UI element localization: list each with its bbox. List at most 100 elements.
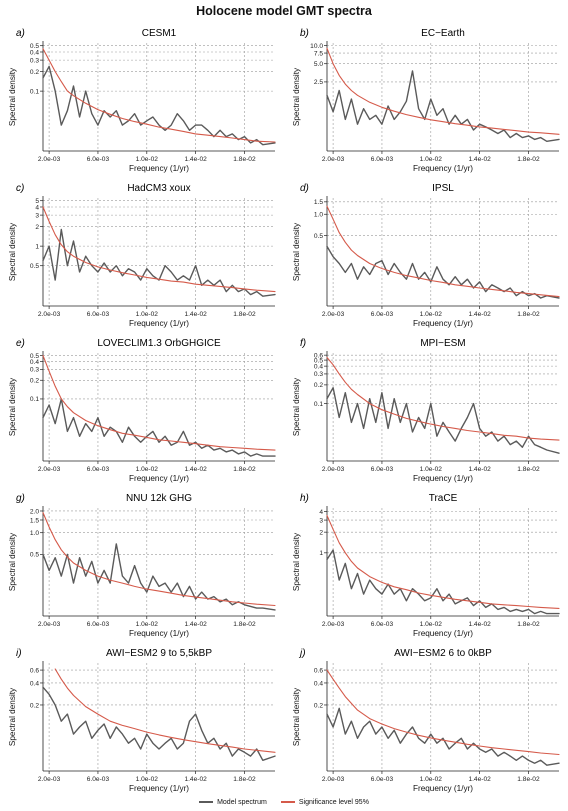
x-tick-label: 1.0e-02 <box>136 776 159 783</box>
y-axis-label: Spectral density <box>8 532 17 591</box>
panel-title: TraCE <box>429 493 458 504</box>
x-tick-label: 6.0e-03 <box>371 311 394 318</box>
y-tick-label: 0.4 <box>314 363 323 370</box>
y-axis-label: Spectral density <box>292 687 301 746</box>
y-tick-label: 0.2 <box>314 382 323 389</box>
legend-item-significance: Significance level 95% <box>280 798 369 806</box>
y-tick-label: 0.4 <box>30 359 39 366</box>
panel-g: g) NNU 12k GHG 2.0 1.5 1.0 0.5 2.0e-03 6.0e-03 1… <box>8 493 276 638</box>
legend-item-model: Model spectrum <box>199 799 267 806</box>
x-axis-label: Frequency (1/yr) <box>129 319 189 328</box>
y-tick-label: 3 <box>319 517 323 524</box>
y-tick-label: 0.3 <box>30 57 39 64</box>
significance-line <box>326 669 560 756</box>
x-axis-label: Frequency (1/yr) <box>413 784 473 793</box>
x-tick-label: 1.8e-02 <box>233 621 256 628</box>
panel-title: MPI−ESM <box>420 338 465 349</box>
y-tick-label: 0.5 <box>314 233 323 240</box>
panel-letter: f) <box>300 338 306 349</box>
y-axis-label: Spectral density <box>292 67 301 126</box>
x-tick-label: 1.4e-02 <box>184 776 207 783</box>
x-tick-label: 1.0e-02 <box>136 156 159 163</box>
x-axis-label: Frequency (1/yr) <box>413 319 473 328</box>
significance-line <box>54 668 276 753</box>
panel-i: i) AWI−ESM2 9 to 5,5kBP 0.6 0.4 0.2 2.0e-03 6.… <box>8 648 276 793</box>
x-axis-label: Frequency (1/yr) <box>413 164 473 173</box>
panel-title: LOVECLIM1.3 OrbGHGICE <box>97 338 221 349</box>
x-tick-label: 2.0e-03 <box>38 621 61 628</box>
panel-letter: i) <box>16 648 22 659</box>
y-tick-label: 0.4 <box>30 49 39 56</box>
panel-title: IPSL <box>432 183 454 194</box>
x-tick-label: 2.0e-03 <box>38 311 61 318</box>
y-tick-label: 1.0 <box>314 212 323 219</box>
y-tick-label: 0.5 <box>30 263 39 270</box>
y-axis-label: Spectral density <box>8 67 17 126</box>
significance-line <box>42 355 276 451</box>
x-axis-label: Frequency (1/yr) <box>129 784 189 793</box>
panel-title: EC−Earth <box>421 28 465 39</box>
panel-h: h) TraCE 43 2 1 2.0e-03 6.0e-03 1.0e-02 1.4e-02 1… <box>292 493 560 638</box>
x-tick-label: 2.0e-03 <box>322 466 345 473</box>
y-tick-label: 7.5 <box>314 50 323 57</box>
model-spectrum-line <box>42 686 276 761</box>
y-tick-label: 0.6 <box>30 667 39 674</box>
x-tick-label: 1.4e-02 <box>468 621 491 628</box>
y-axis-label: Spectral density <box>8 687 17 746</box>
x-tick-label: 1.4e-02 <box>468 776 491 783</box>
x-tick-label: 1.8e-02 <box>517 466 540 473</box>
panel-title: AWI−ESM2 6 to 0kBP <box>394 648 492 659</box>
y-tick-label: 0.6 <box>314 667 323 674</box>
x-tick-label: 1.4e-02 <box>468 156 491 163</box>
y-tick-label: 0.2 <box>314 702 323 709</box>
panel-letter: e) <box>16 338 25 349</box>
x-tick-label: 2.0e-03 <box>38 776 61 783</box>
figure-title: Holocene model GMT spectra <box>196 4 372 18</box>
legend-swatch-significance <box>280 801 295 803</box>
x-tick-label: 6.0e-03 <box>371 156 394 163</box>
x-tick-label: 1.0e-02 <box>136 466 159 473</box>
x-tick-label: 1.4e-02 <box>468 466 491 473</box>
significance-line <box>326 356 560 441</box>
panel-j: j) AWI−ESM2 6 to 0kBP 0.6 0.4 0.2 2.0e-03 6.0e… <box>292 648 560 793</box>
y-tick-label: 0.2 <box>30 69 39 76</box>
x-tick-label: 1.0e-02 <box>420 311 443 318</box>
x-tick-label: 1.0e-02 <box>136 621 159 628</box>
x-tick-label: 1.8e-02 <box>233 466 256 473</box>
y-tick-label: 2.0 <box>30 508 39 515</box>
x-tick-label: 1.4e-02 <box>184 621 207 628</box>
x-axis-label: Frequency (1/yr) <box>129 629 189 638</box>
x-tick-label: 2.0e-03 <box>38 466 61 473</box>
y-tick-label: 1.5 <box>30 517 39 524</box>
y-tick-label: 1 <box>319 550 323 557</box>
x-tick-label: 1.4e-02 <box>468 311 491 318</box>
model-spectrum-line <box>326 549 560 615</box>
model-spectrum-line <box>42 228 276 297</box>
x-tick-label: 6.0e-03 <box>87 621 110 628</box>
panel-c: c) HadCM3 xoux 543 2 1 0.5 2.0e-03 6.0e-03 1.0e-… <box>8 183 276 328</box>
panel-b: b) EC−Earth 10.07.5 5.0 2.5 2.0e-03 6.0e-03 1.0… <box>292 28 560 173</box>
legend-label-significance: Significance level 95% <box>298 798 369 806</box>
significance-line <box>326 47 560 135</box>
x-tick-label: 6.0e-03 <box>371 776 394 783</box>
legend: Model spectrum Significance level 95% <box>0 796 568 808</box>
y-tick-label: 10.0 <box>310 43 323 50</box>
x-axis-label: Frequency (1/yr) <box>129 474 189 483</box>
y-tick-label: 4 <box>319 509 323 516</box>
x-tick-label: 1.8e-02 <box>233 311 256 318</box>
y-tick-label: 0.4 <box>314 680 323 687</box>
x-tick-label: 2.0e-03 <box>322 776 345 783</box>
model-spectrum-line <box>326 70 560 143</box>
panel-title: AWI−ESM2 9 to 5,5kBP <box>106 648 212 659</box>
x-tick-label: 6.0e-03 <box>87 776 110 783</box>
y-tick-label: 5 <box>35 198 39 205</box>
model-spectrum-line <box>42 398 276 457</box>
x-tick-label: 6.0e-03 <box>87 466 110 473</box>
x-tick-label: 6.0e-03 <box>87 311 110 318</box>
model-spectrum-line <box>326 387 560 454</box>
y-tick-label: 0.3 <box>314 371 323 378</box>
panel-d: d) IPSL 1.5 1.0 0.5 2.0e-03 6.0e-03 1.0e-02 1.4e… <box>292 183 560 328</box>
x-tick-label: 1.8e-02 <box>517 156 540 163</box>
panel-letter: b) <box>300 28 309 39</box>
y-tick-label: 0.5 <box>30 353 39 360</box>
